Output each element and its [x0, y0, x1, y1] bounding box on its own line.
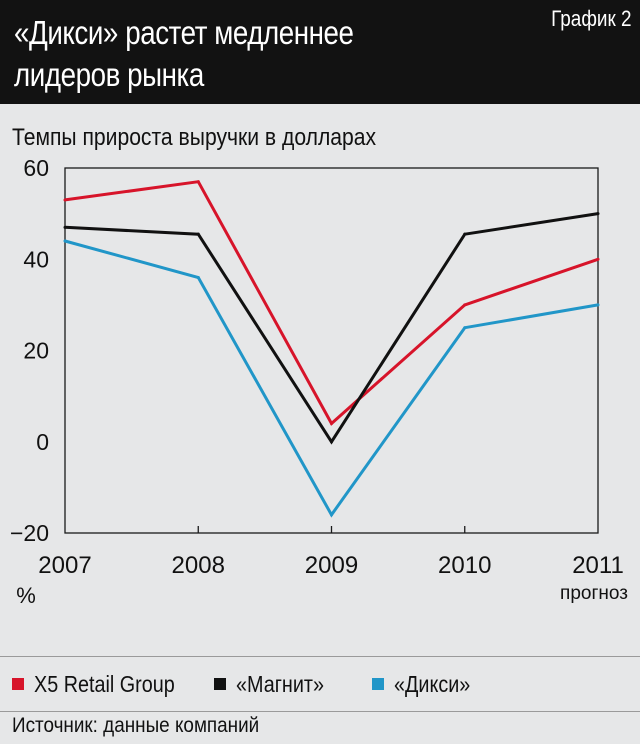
data-point [196, 180, 200, 184]
y-tick-label: 20 [23, 338, 49, 364]
x-tick-note: прогноз [560, 583, 628, 604]
x-tick-label: 2008 [172, 552, 225, 579]
legend-swatch-x5 [12, 678, 24, 690]
data-point [596, 212, 600, 216]
x-tick-label: 2009 [305, 552, 358, 579]
series-line-3 [64, 239, 599, 518]
data-point [330, 440, 333, 444]
series-line-1 [64, 180, 599, 426]
legend: X5 Retail Group «Магнит» «Дикси» [0, 656, 640, 712]
data-point [196, 232, 200, 236]
header-bar: «Дикси» растет медленнее лидеров рынка Г… [0, 0, 640, 104]
data-point [330, 422, 333, 425]
chart-subtitle: Темпы прироста выручки в долларах [12, 124, 377, 151]
graph-number-label: График 2 [551, 6, 632, 31]
source-note: Источник: данные компаний [12, 714, 260, 737]
x-tick-label: 2011 [572, 552, 624, 579]
legend-label-dixy: «Дикси» [394, 671, 471, 697]
title-line-1: «Дикси» растет медленнее [14, 14, 354, 51]
y-tick-label: 60 [23, 155, 49, 181]
legend-label-x5: X5 Retail Group [34, 671, 175, 697]
data-point [196, 276, 200, 279]
y-tick-label: 40 [23, 246, 49, 272]
legend-swatch-dixy [372, 678, 384, 690]
data-point [463, 303, 467, 307]
data-point [63, 198, 67, 202]
data-point [596, 303, 600, 307]
title-line-2: лидеров рынка [14, 56, 204, 93]
legend-swatch-magnit [214, 678, 226, 690]
y-tick-label: 0 [36, 429, 49, 455]
chart-area: Темпы прироста выручки в долларах 60 40 20… [0, 104, 640, 656]
data-point [463, 326, 467, 330]
data-point [63, 239, 67, 243]
x-tick-label: 2010 [438, 552, 491, 579]
data-point [330, 513, 333, 517]
series-line-2 [64, 212, 599, 445]
x-tick-label: 2007 [38, 552, 91, 579]
unit-label: % [16, 583, 36, 608]
y-tick-label: −20 [10, 520, 49, 546]
line-chart: 60 40 20 0 −20 2007 2008 2009 2010 2011 прогноз% [10, 155, 628, 608]
data-point [596, 257, 600, 261]
data-point [463, 232, 467, 236]
data-point [63, 225, 67, 229]
legend-label-magnit: «Магнит» [236, 671, 324, 697]
chart-title: «Дикси» растет медленнее лидеров рынка [14, 12, 434, 96]
plot-frame [64, 167, 599, 534]
